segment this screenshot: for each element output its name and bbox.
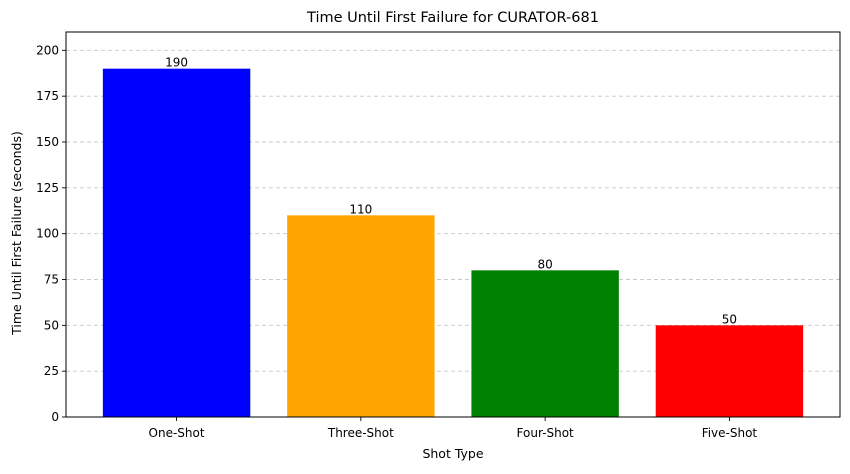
bars bbox=[102, 68, 804, 418]
y-tick-label: 200 bbox=[36, 43, 59, 57]
y-tick-label: 175 bbox=[36, 89, 59, 103]
x-tick-label: Three-Shot bbox=[327, 426, 394, 440]
data-labels: 190 110 80 50 bbox=[165, 56, 737, 327]
axes: 0 25 50 75 100 125 150 175 200 One-Shot Three-Shot… bbox=[36, 31, 841, 440]
y-axis-title: Time Until First Failure (seconds) bbox=[9, 131, 24, 336]
x-tick-label: Four-Shot bbox=[517, 426, 574, 440]
x-tick-label: Five-Shot bbox=[702, 426, 758, 440]
bar-value-label: 50 bbox=[722, 312, 737, 326]
bar-value-label: 110 bbox=[349, 202, 372, 216]
bar-value-label: 80 bbox=[538, 257, 553, 271]
y-tick-label: 25 bbox=[44, 364, 59, 378]
bar-value-label: 190 bbox=[165, 56, 188, 70]
y-tick-label: 100 bbox=[36, 227, 59, 241]
bar-four-shot bbox=[471, 270, 619, 417]
bar-one-shot bbox=[102, 68, 251, 418]
bar-five-shot bbox=[655, 325, 804, 417]
y-tick-label: 125 bbox=[36, 181, 59, 195]
y-tick-label: 75 bbox=[44, 273, 59, 287]
plot-frame bbox=[65, 31, 841, 418]
y-tick-label: 50 bbox=[44, 318, 59, 332]
x-axis-title: Shot Type bbox=[422, 446, 483, 461]
y-tick-label: 0 bbox=[51, 410, 59, 424]
y-tick-label: 150 bbox=[36, 135, 59, 149]
bar-three-shot bbox=[287, 215, 435, 417]
chart-title: Time Until First Failure for CURATOR-681 bbox=[306, 10, 599, 26]
x-tick-label: One-Shot bbox=[149, 426, 205, 440]
